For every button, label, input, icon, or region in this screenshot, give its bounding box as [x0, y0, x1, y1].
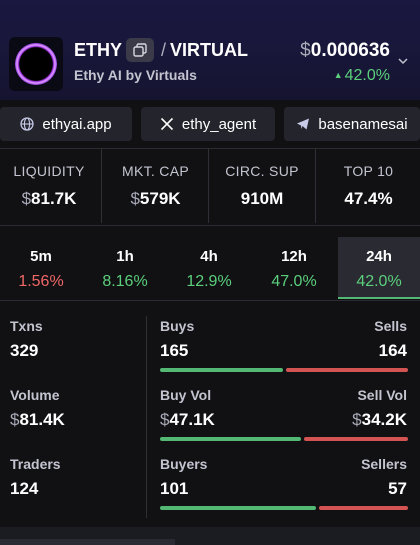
traders-label: Traders [10, 456, 61, 472]
telegram-icon [297, 118, 310, 130]
twitter-link-label: ethy_agent [181, 115, 257, 133]
traders-value: 124 [10, 479, 39, 498]
buyers-value: 101 [160, 479, 189, 498]
token-header: ETHY / VIRTUAL Ethy AI by Virtuals $0.000… [0, 0, 420, 100]
x-logo-icon [160, 117, 173, 131]
globe-icon [20, 117, 35, 131]
stat-top-10: TOP 10 47.4% [343, 163, 394, 208]
buyers-label: Buyers [160, 456, 208, 472]
bottom-tab[interactable] [0, 539, 175, 545]
telegram-link[interactable]: basenamesai [284, 107, 420, 141]
buys-value: 165 [160, 341, 189, 360]
tab-4h[interactable]: 4h 12.9% [186, 248, 232, 290]
twitter-link[interactable]: ethy_agent [141, 107, 275, 141]
sell-vol-value: $34.2K [352, 410, 407, 429]
buys-bar [160, 368, 283, 372]
website-link-label: ethyai.app [42, 115, 112, 133]
bottom-bar [0, 527, 420, 545]
buy-vol-label: Buy Vol [160, 387, 212, 403]
tab-24h[interactable]: 24h 42.0% [338, 237, 420, 299]
token-name: Ethy AI by Virtuals [74, 67, 197, 83]
volume-label: Volume [10, 387, 60, 403]
divider [0, 148, 420, 149]
stat-liquidity: LIQUIDITY $81.7K [13, 163, 85, 208]
divider [146, 316, 147, 518]
divider [0, 300, 420, 301]
token-stats: LIQUIDITY $81.7K MKT. CAP $579K CIRC. SU… [0, 149, 420, 223]
divider [0, 225, 420, 226]
sells-value: 164 [378, 341, 407, 360]
social-links: ethyai.app ethy_agent basenamesai [0, 107, 420, 141]
sells-bar [286, 368, 408, 372]
copy-icon [133, 43, 147, 57]
copy-address-button[interactable] [126, 38, 154, 62]
sellers-label: Sellers [361, 456, 407, 472]
divider [208, 149, 209, 223]
txns-label: Txns [10, 318, 43, 334]
txns-value: 329 [10, 341, 39, 360]
buy-vol-value: $47.1K [160, 410, 215, 429]
sells-label: Sells [374, 318, 407, 334]
token-price: $0.000636 [300, 40, 390, 61]
buys-label: Buys [160, 318, 195, 334]
price-change: ▲ 42.0% [333, 67, 390, 84]
sellers-bar [319, 506, 408, 510]
pair-quote: / VIRTUAL [161, 40, 249, 60]
buyers-bar [160, 506, 316, 510]
sell-vol-label: Sell Vol [357, 387, 407, 403]
website-link[interactable]: ethyai.app [0, 107, 132, 141]
token-logo [9, 37, 63, 91]
tab-1h[interactable]: 1h 8.16% [102, 248, 148, 290]
chevron-down-icon[interactable] [398, 56, 408, 66]
tab-5m[interactable]: 5m 1.56% [18, 248, 64, 290]
stat-market-cap: MKT. CAP $579K [122, 163, 189, 208]
stat-circulating-supply: CIRC. SUP 910M [225, 163, 299, 208]
buy-vol-bar [160, 437, 301, 441]
tab-12h[interactable]: 12h 47.0% [271, 248, 317, 290]
sellers-value: 57 [388, 479, 407, 498]
divider [315, 149, 316, 223]
divider [101, 149, 102, 223]
sell-vol-bar [304, 437, 408, 441]
volume-value: $81.4K [10, 410, 65, 429]
telegram-link-label: basenamesai [318, 115, 408, 133]
up-triangle-icon: ▲ [333, 70, 343, 80]
token-symbol: ETHY [74, 40, 123, 60]
